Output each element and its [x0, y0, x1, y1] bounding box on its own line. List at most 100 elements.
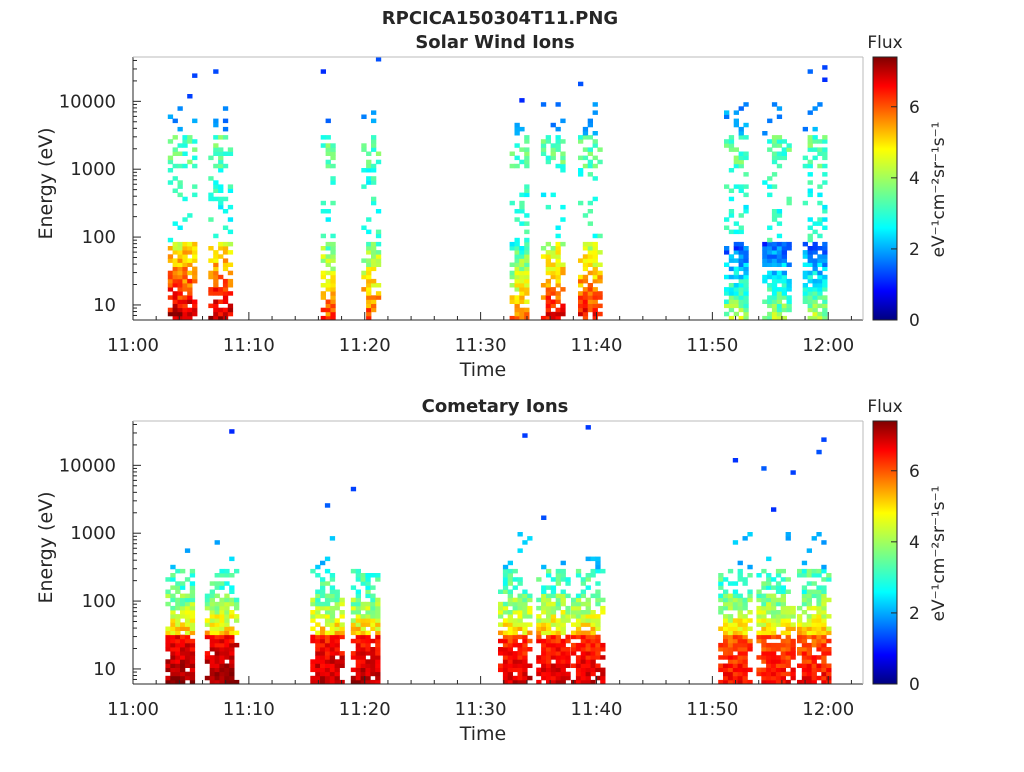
spectrogram-cell — [817, 254, 823, 259]
spectrogram-cell — [519, 250, 525, 255]
spectrogram-cell — [514, 122, 520, 128]
spectrogram-cell — [189, 573, 196, 578]
spectrogram-cell — [797, 605, 803, 611]
spectrogram-cell — [324, 638, 331, 644]
spectrogram-cell — [219, 601, 225, 607]
spectrogram-cell — [806, 647, 812, 652]
spectrogram-cell — [743, 184, 749, 189]
spectrogram-cell — [375, 262, 382, 267]
spectrogram-cell — [592, 139, 598, 144]
spectrogram-cell — [590, 610, 596, 615]
spectrogram-cell — [771, 258, 778, 263]
spectrogram-cell — [546, 630, 552, 636]
spectrogram-cell — [737, 647, 743, 652]
spectrogram-cell — [578, 258, 584, 263]
spectrogram-cell — [502, 634, 509, 640]
spectrogram-cell — [723, 618, 729, 623]
spectrogram-cell — [165, 601, 171, 607]
spectrogram-cell — [780, 577, 786, 582]
spectrogram-cell — [550, 274, 556, 280]
spectrogram-cell — [315, 622, 321, 627]
spectrogram-cell — [724, 250, 730, 255]
spectrogram-cell — [737, 618, 743, 623]
spectrogram-cell — [519, 258, 525, 263]
spectrogram-cell — [723, 622, 729, 627]
spectrogram-cell — [545, 254, 551, 259]
spectrogram-cell — [502, 573, 509, 578]
spectrogram-cell — [560, 303, 566, 309]
figure-title: RPCICA150304T11.PNG — [382, 8, 618, 29]
spectrogram-cell — [756, 614, 762, 619]
spectrogram-cell — [786, 295, 792, 300]
spectrogram-cell — [507, 655, 513, 660]
spectrogram-cell — [738, 246, 744, 251]
spectrogram-cell — [723, 675, 729, 681]
spectrogram-cell — [320, 135, 326, 140]
spectrogram-cell — [733, 258, 739, 263]
spectrogram-cell — [519, 192, 525, 198]
spectrogram-cell — [339, 630, 345, 636]
spectrogram-cell — [371, 163, 377, 169]
spectrogram-cell — [807, 69, 813, 74]
spectrogram-cell — [821, 638, 827, 644]
spectrogram-cell — [560, 655, 566, 660]
spectrogram-cell — [167, 159, 174, 165]
spectrogram-cell — [776, 270, 783, 276]
spectrogram-cell — [227, 188, 234, 193]
spectrogram-cell — [502, 667, 509, 673]
spectrogram-cell — [224, 647, 230, 652]
spectrogram-cell — [165, 577, 171, 582]
spectrogram-cell — [370, 655, 376, 660]
spectrogram-cell — [560, 622, 566, 627]
spectrogram-cell — [541, 663, 547, 668]
spectrogram-cell — [375, 573, 381, 578]
spectrogram-cell — [214, 581, 220, 586]
spectrogram-cell — [724, 291, 730, 296]
spectrogram-cell — [550, 593, 557, 599]
spectrogram-cell — [555, 246, 561, 251]
spectrogram-cell — [587, 135, 593, 140]
spectrogram-cell — [560, 667, 566, 673]
spectrogram-cell — [592, 262, 598, 267]
spectrogram-cell — [723, 593, 729, 599]
spectrogram-cell — [565, 634, 571, 640]
spectrogram-cell — [209, 614, 215, 619]
spectrogram-cell — [812, 283, 818, 288]
spectrogram-cell — [172, 303, 178, 309]
spectrogram-cell — [324, 605, 331, 611]
spectrogram-cell — [229, 647, 235, 652]
spectrogram-cell — [541, 647, 547, 652]
spectrogram-cell — [806, 597, 812, 603]
spectrogram-cell — [498, 667, 504, 673]
spectrogram-cell — [575, 605, 582, 611]
spectrogram-cell — [822, 65, 828, 70]
spectrogram-cell — [219, 659, 225, 664]
spectrogram-cell — [767, 147, 773, 152]
spectrogram-cell — [330, 151, 336, 156]
spectrogram-cell — [522, 614, 528, 619]
spectrogram-cell — [595, 597, 601, 603]
spectrogram-cell — [545, 270, 551, 276]
spectrogram-cell — [524, 274, 530, 280]
spectrogram-cell — [575, 634, 582, 640]
spectrogram-cell — [545, 287, 551, 292]
spectrogram-cell — [817, 262, 823, 267]
spectrogram-cell — [177, 270, 183, 276]
spectrogram-cell — [585, 638, 591, 644]
spectrogram-cell — [187, 241, 193, 247]
spectrogram-cell — [517, 618, 523, 623]
spectrogram-cell — [571, 605, 577, 611]
spectrogram-cell — [365, 614, 371, 619]
spectrogram-cell — [234, 601, 240, 607]
spectrogram-cell — [360, 655, 366, 660]
spectrogram-cell — [801, 593, 808, 599]
spectrogram-cell — [227, 270, 234, 276]
spectrogram-cell — [767, 287, 773, 292]
spectrogram-cell — [350, 626, 357, 631]
spectrogram-cell — [781, 151, 787, 156]
spectrogram-cell — [590, 642, 596, 648]
spectrogram-cell — [213, 278, 219, 284]
spectrogram-cell — [165, 647, 171, 652]
spectrogram-cell — [560, 597, 566, 603]
